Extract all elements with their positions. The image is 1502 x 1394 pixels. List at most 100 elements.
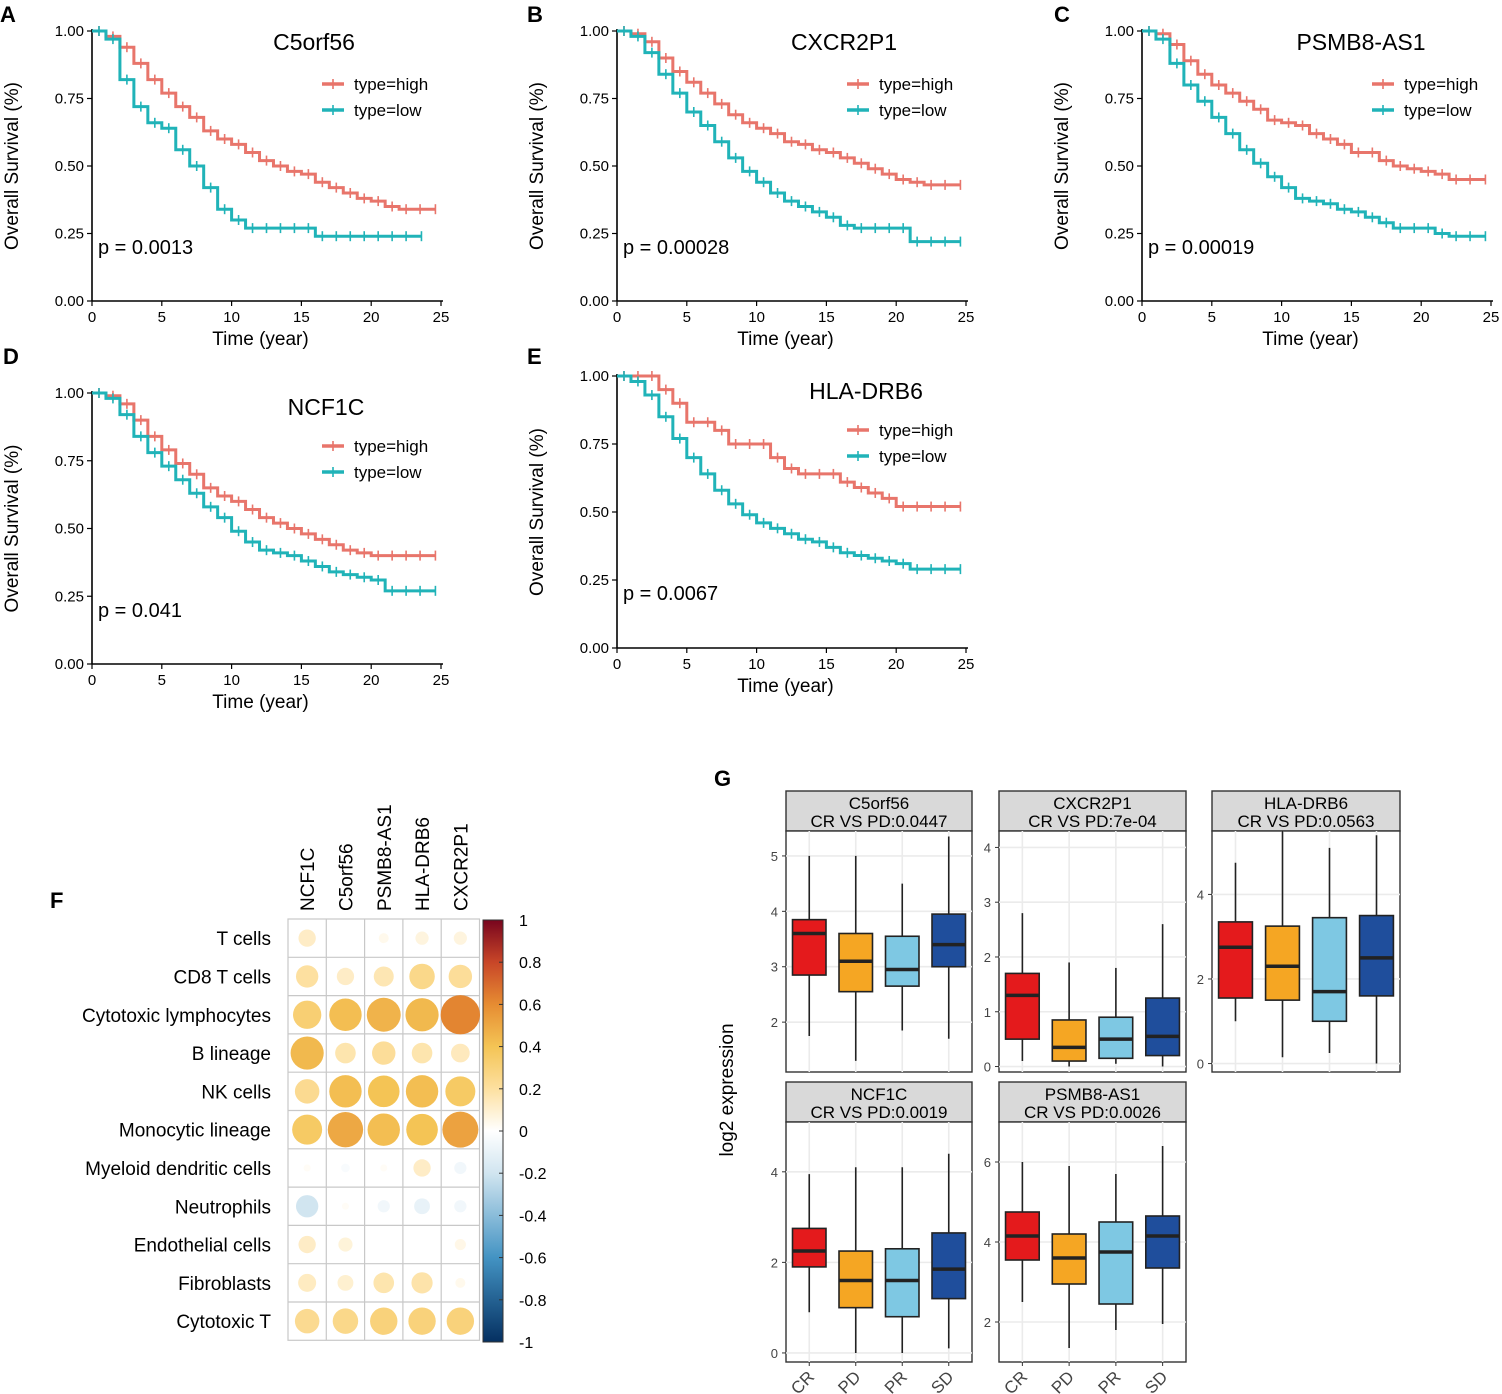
y-tick-label: 0.50: [55, 158, 84, 175]
x-tick-label: 5: [683, 656, 691, 673]
box-sd: [931, 836, 967, 1039]
y-tick-label: 0.50: [55, 521, 84, 538]
corr-circle: [413, 1159, 431, 1177]
x-tick-label: 10: [748, 309, 765, 326]
corr-circle: [445, 1076, 476, 1107]
box-pd: [838, 1167, 874, 1353]
x-tick-label: 10: [223, 672, 240, 689]
corr-circle: [380, 1164, 388, 1172]
box-pr: [1098, 1174, 1134, 1330]
panel-letter-d: D: [3, 344, 19, 369]
legend-label-high: type=high: [879, 421, 953, 440]
x-tick-label: 15: [293, 309, 310, 326]
y-tick-label: 6: [984, 1155, 991, 1170]
y-tick-label: 1.00: [55, 385, 84, 402]
x-axis-label: Time (year): [1262, 329, 1358, 350]
colorbar-tick-label: 0.2: [519, 1082, 541, 1099]
box-body: [1217, 921, 1254, 999]
corr-circle: [453, 931, 467, 945]
x-tick-label: 10: [1273, 309, 1290, 326]
y-tick-label: 2: [1197, 972, 1204, 987]
y-tick-label: 0.50: [1105, 158, 1134, 175]
box-body: [1004, 972, 1041, 1040]
corr-circle: [405, 1075, 439, 1108]
box-body: [1264, 925, 1301, 1001]
corr-circle: [415, 931, 429, 945]
y-tick-label: 2: [771, 1015, 778, 1030]
y-tick-label: 0.75: [580, 91, 609, 108]
km-curve-high: [1142, 29, 1486, 181]
facet-title: NCF1C: [851, 1085, 908, 1104]
y-tick-label: 0.00: [580, 640, 609, 657]
km-panel-cxcr2p1: 0.00 0.25 0.50 0.75 1.00 0 5 10 15 20 25 Time (year…: [527, 23, 974, 350]
column-label: NCF1C: [298, 848, 319, 911]
y-tick-label: 4: [1197, 887, 1204, 902]
column-label: CXCR2P1: [451, 823, 472, 911]
x-tick-label: 0: [613, 656, 621, 673]
row-label: Cytotoxic lymphocytes: [82, 1006, 271, 1027]
x-tick-label: 25: [958, 309, 975, 326]
legend-label-low: type=low: [1404, 101, 1472, 120]
box-body: [1358, 914, 1395, 997]
box-pr: [1311, 847, 1348, 1053]
box-pd: [1264, 831, 1301, 1058]
x-tick-label: SD: [1141, 1367, 1171, 1394]
panel-letter-c: C: [1054, 2, 1070, 27]
x-tick-label: 25: [1483, 309, 1500, 326]
box-sd: [1358, 835, 1395, 1064]
x-tick-label: 10: [748, 656, 765, 673]
x-axis-label: Time (year): [737, 676, 833, 697]
corr-circle: [292, 1114, 323, 1145]
facet-strip: [785, 790, 973, 832]
facet-strip: [785, 1081, 973, 1123]
box-body: [884, 935, 920, 987]
y-tick-label: 0.50: [580, 158, 609, 175]
y-tick-label: 2: [984, 1315, 991, 1330]
corr-circle: [454, 1200, 467, 1213]
x-tick-label: 20: [363, 672, 380, 689]
km-title: HLA-DRB6: [809, 378, 923, 404]
x-tick-label: PR: [1095, 1367, 1125, 1394]
box-sd: [1144, 924, 1181, 1067]
panel-letter-f: F: [50, 888, 63, 913]
y-tick-label: 0.00: [55, 293, 84, 310]
corr-circle: [378, 933, 389, 944]
facet-subtitle: CR VS PD:0.0563: [1237, 812, 1374, 831]
km-panel-c5orf56: 0.00 0.25 0.50 0.75 1.00 0 5 10 15 20 25 Time (year…: [2, 23, 449, 350]
legend-label-low: type=low: [879, 101, 947, 120]
column-label: PSMB8-AS1: [375, 804, 396, 911]
panel-letter-g: G: [714, 766, 731, 791]
colorbar-tick-label: -1: [519, 1335, 533, 1352]
corr-circle: [367, 1113, 400, 1146]
km-curve-high: [617, 374, 961, 509]
facet-subtitle: CR VS PD:0.0026: [1024, 1103, 1161, 1122]
corr-circle: [336, 967, 355, 986]
p-value: p = 0.00019: [1148, 237, 1254, 259]
y-tick-label: 0.00: [580, 293, 609, 310]
corr-circle: [290, 1036, 324, 1070]
row-label: Cytotoxic T: [176, 1312, 271, 1333]
panel-letter-b: B: [527, 2, 543, 27]
corr-circle: [454, 1161, 467, 1175]
x-tick-label: 25: [433, 672, 450, 689]
km-title: C5orf56: [273, 29, 355, 55]
x-tick-label: PD: [1048, 1367, 1078, 1394]
y-tick-label: 2: [771, 1255, 778, 1270]
row-label: Neutrophils: [175, 1197, 271, 1218]
y-tick-label: 2: [984, 950, 991, 965]
panel-letter-e: E: [527, 344, 542, 369]
x-tick-label: SD: [927, 1367, 957, 1394]
corr-circle: [411, 1042, 433, 1064]
corr-circle: [448, 964, 473, 989]
legend-label-low: type=low: [354, 101, 422, 120]
box-pr: [884, 883, 920, 1031]
corr-circle: [295, 1195, 319, 1218]
correlation-heatmap: T cells CD8 T cells Cytotoxic lymphocytes B…: [82, 804, 547, 1352]
x-tick-label: 15: [818, 656, 835, 673]
corr-circle: [298, 1273, 317, 1292]
y-tick-label: 0.75: [55, 453, 84, 470]
